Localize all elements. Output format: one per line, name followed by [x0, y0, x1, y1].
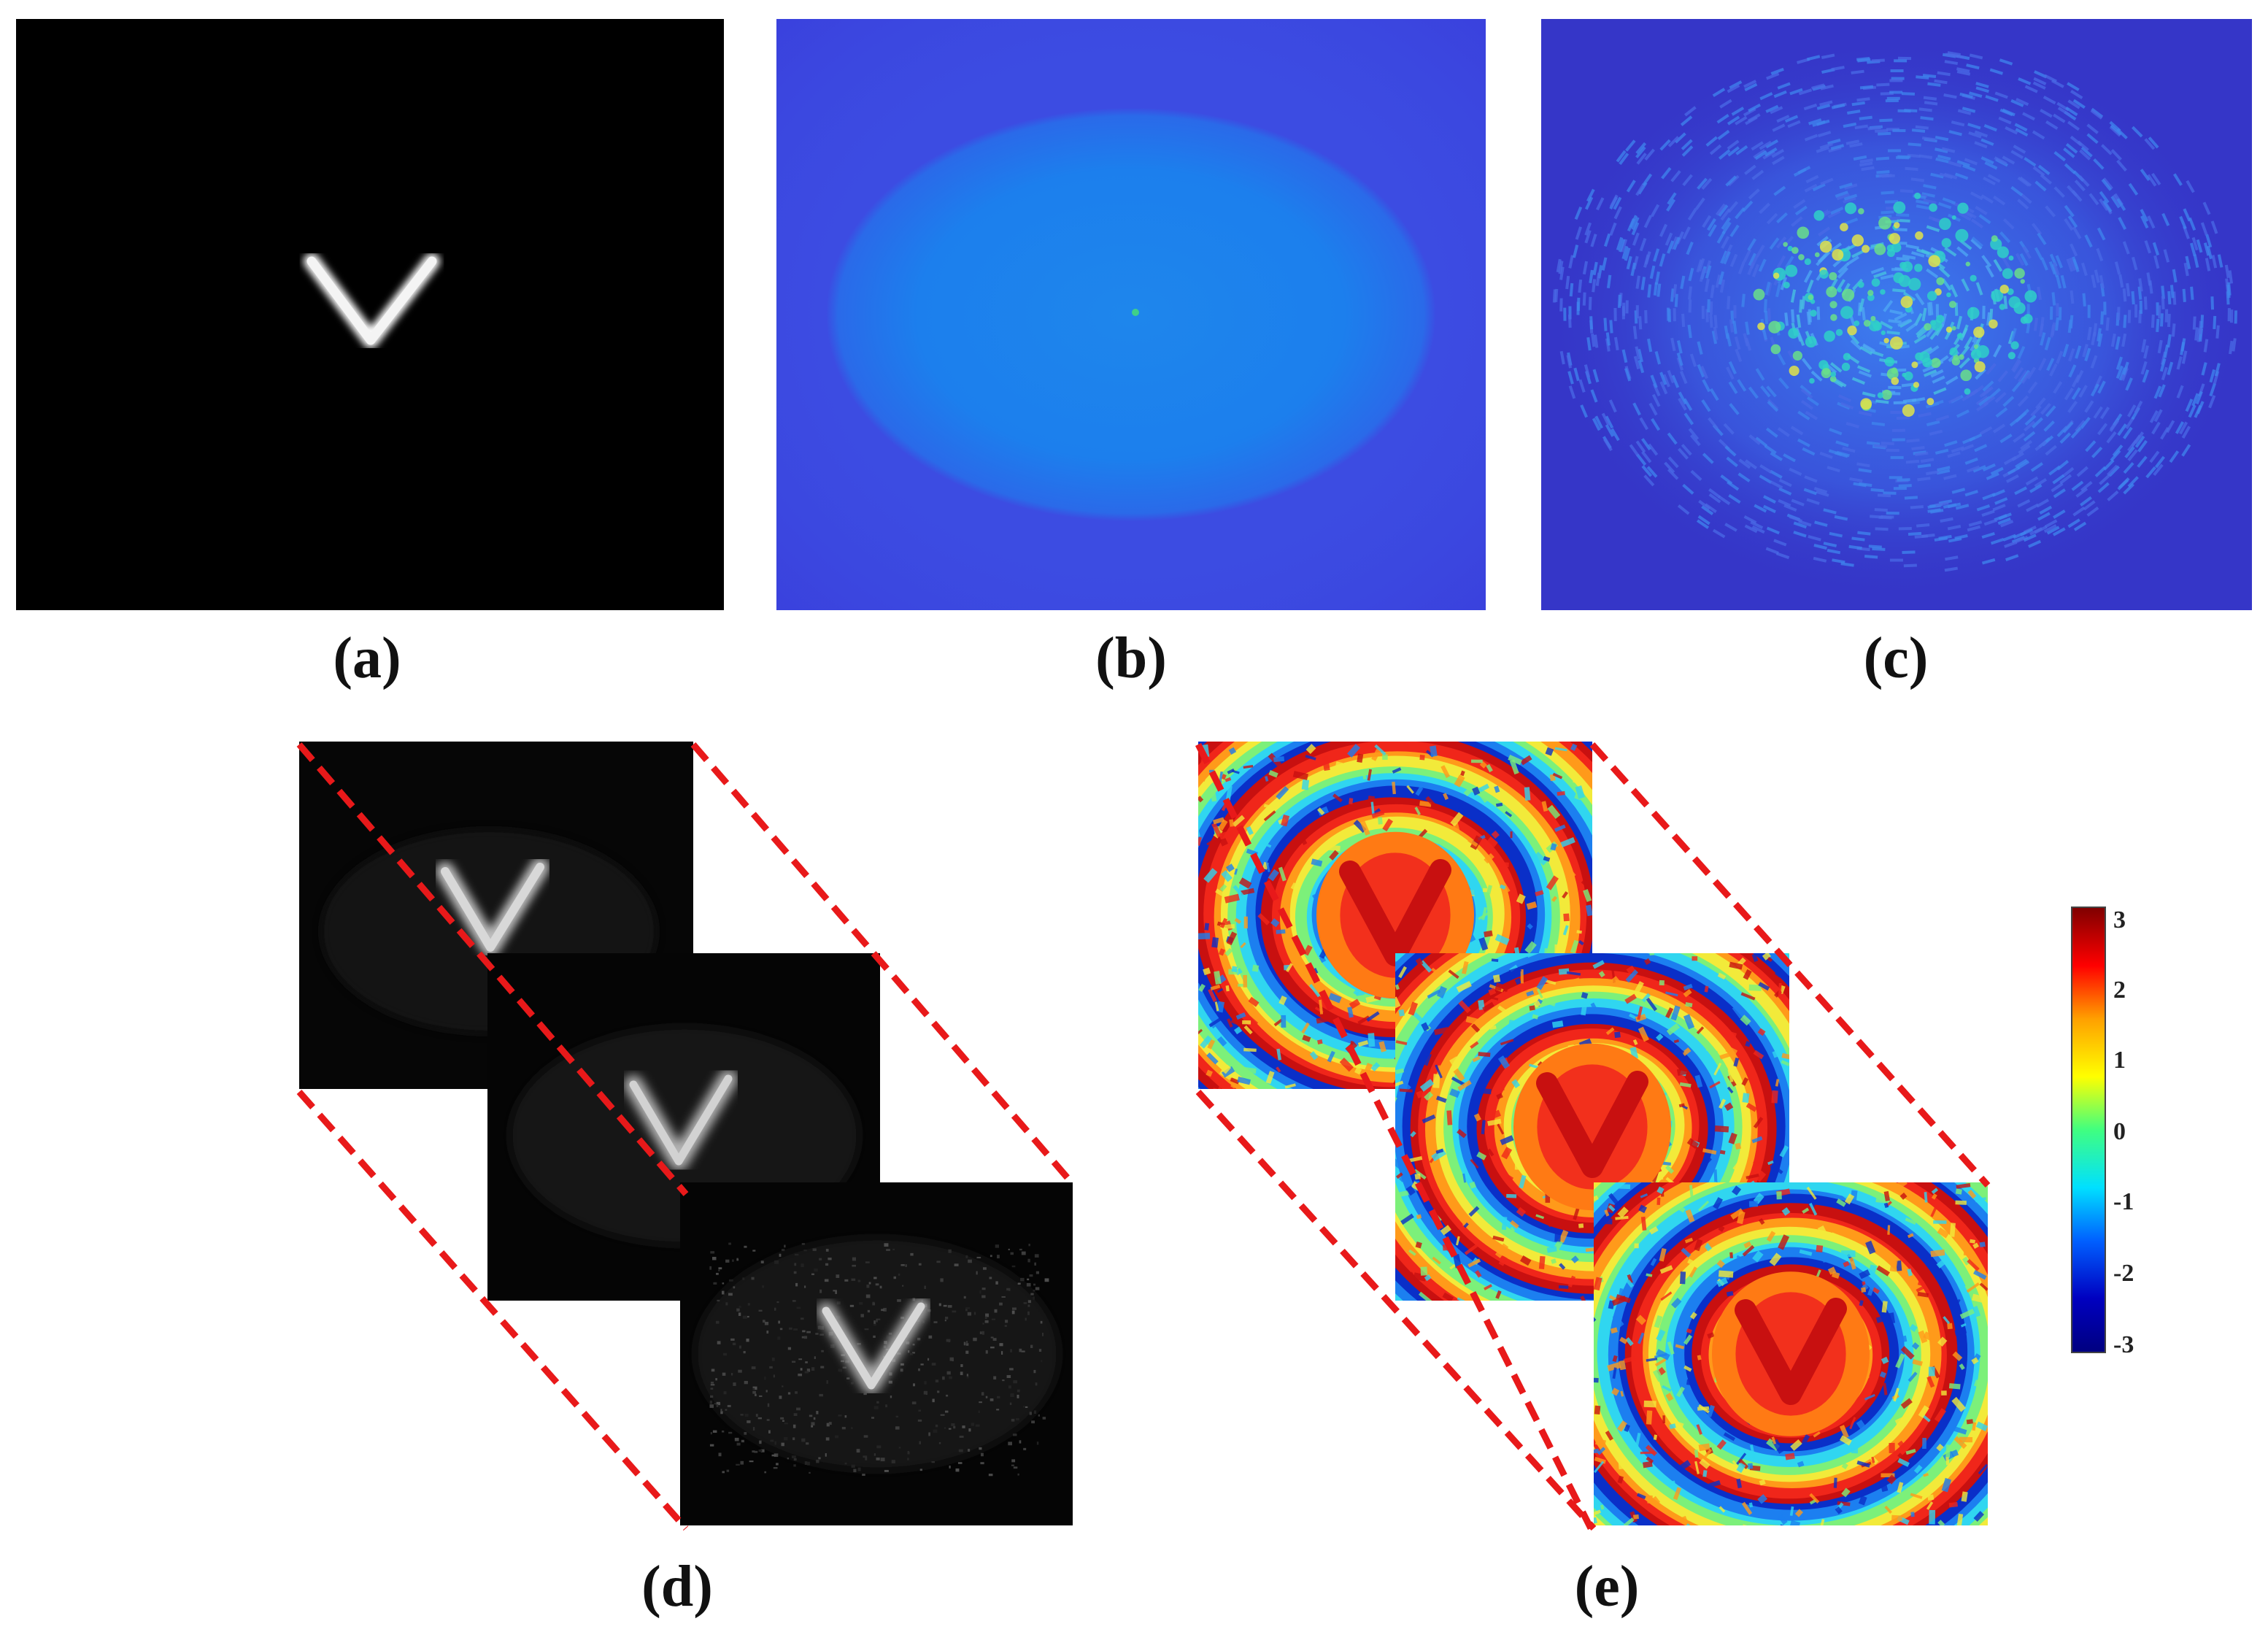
- colorbar-tick-neg1: -1: [2113, 1188, 2134, 1215]
- colorbar-tick-3: 3: [2113, 907, 2126, 934]
- colorbar: [2071, 907, 2106, 1353]
- panel-d-frame-3: [680, 1182, 1073, 1525]
- colorbar-tick-2: 2: [2113, 977, 2126, 1004]
- panel-c-image: [1541, 19, 2252, 610]
- panel-a-label: (a): [333, 626, 401, 690]
- panel-e-label: (e): [1574, 1555, 1640, 1619]
- panel-e-frame-3: [1594, 1182, 1988, 1525]
- colorbar-tick-neg3: -3: [2113, 1331, 2134, 1358]
- colorbar-gradient: [2072, 908, 2105, 1352]
- panel-c-label: (c): [1863, 626, 1929, 690]
- panel-b-label: (b): [1095, 626, 1167, 690]
- panel-a-image: [16, 19, 724, 610]
- panel-d-label: (d): [641, 1555, 713, 1619]
- colorbar-tick-0: 0: [2113, 1118, 2126, 1145]
- panel-b-image: [776, 19, 1486, 610]
- letter-v-shape: [304, 253, 440, 348]
- colorbar-tick-neg2: -2: [2113, 1260, 2134, 1287]
- colorbar-tick-1: 1: [2113, 1047, 2126, 1074]
- center-spot: [1132, 309, 1139, 316]
